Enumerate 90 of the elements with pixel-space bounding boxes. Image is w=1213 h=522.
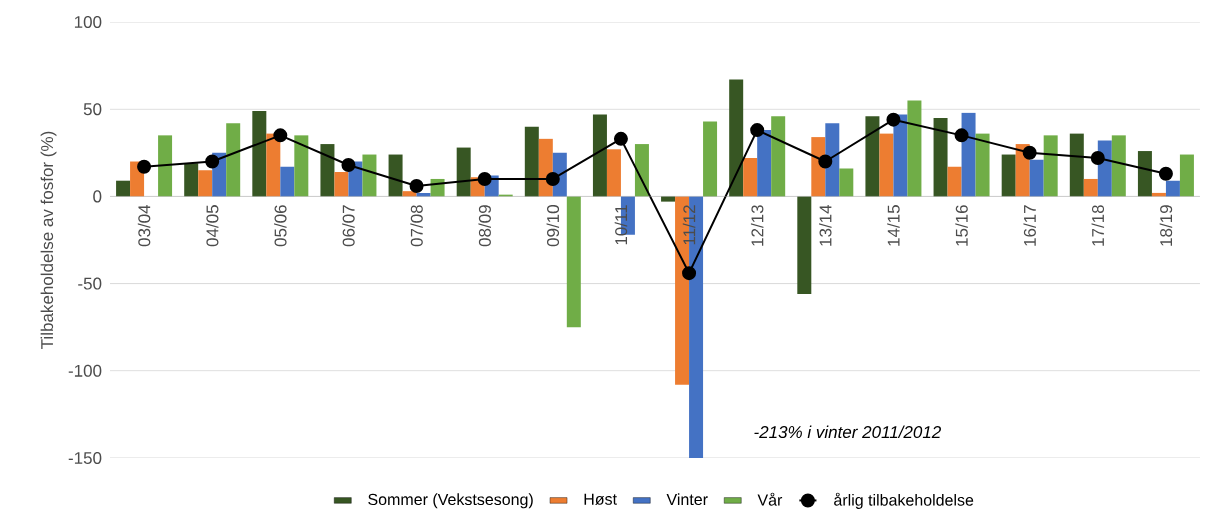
bar: [226, 123, 241, 197]
y-tick-label: 100: [74, 15, 102, 29]
bar: [1137, 151, 1152, 197]
bar: [1179, 154, 1194, 197]
point: [818, 154, 833, 169]
bar: [634, 144, 649, 197]
x-tick-label: 12/13: [750, 205, 764, 246]
bar: [1165, 180, 1180, 197]
bar: [1029, 159, 1044, 197]
point: [886, 112, 901, 127]
bar: [729, 79, 744, 197]
bar: [743, 158, 758, 197]
point: [409, 178, 424, 193]
bar: [334, 171, 349, 197]
point: [750, 123, 765, 138]
legend-label: årlig tilbakeholdelse: [834, 492, 974, 509]
bar: [961, 112, 976, 197]
point: [954, 128, 969, 143]
bar: [893, 114, 908, 197]
legend-label: Høst: [584, 493, 617, 505]
y-tick-label: -50: [78, 277, 102, 290]
point: [1158, 166, 1173, 181]
y-tick-label: -100: [68, 364, 102, 377]
bar: [388, 154, 403, 197]
x-tick-label: 10/11: [614, 205, 628, 245]
bar: [797, 196, 812, 295]
point: [545, 171, 560, 186]
bar: [606, 149, 621, 197]
x-tick-label: 05/06: [274, 205, 287, 247]
bar: [907, 100, 922, 197]
y-axis-title: Tilbakeholdelse av fosfor (%): [40, 131, 57, 349]
bar: [198, 170, 213, 197]
x-tick-label: 09/10: [546, 205, 560, 247]
x-tick-label: 08/09: [478, 205, 491, 247]
annotation: -213% i vinter 2011/2012: [754, 425, 941, 439]
point: [341, 158, 356, 172]
bar: [1043, 135, 1058, 197]
bar: [1069, 133, 1084, 197]
x-tick-label: 16/17: [1023, 205, 1036, 246]
point: [477, 171, 492, 186]
x-tick-label: 13/14: [819, 204, 832, 246]
point: [1090, 151, 1105, 166]
x-tick-label: 11/12: [682, 205, 696, 245]
bar: [158, 135, 173, 197]
x-tick-label: 04/05: [205, 205, 219, 247]
bar: [294, 135, 309, 197]
bar: [1001, 154, 1016, 197]
bar: [661, 196, 676, 202]
bar: [566, 196, 581, 328]
bar: [456, 147, 471, 197]
bar: [771, 116, 786, 197]
x-tick-label: 15/16: [955, 205, 968, 246]
point: [613, 131, 628, 146]
y-tick-label: 0: [93, 190, 102, 203]
bar: [839, 168, 854, 197]
point: [273, 128, 288, 143]
y-tick-label: -150: [68, 451, 102, 465]
bar: [280, 166, 295, 197]
bar: [1083, 178, 1098, 197]
x-tick-label: 17/18: [1091, 205, 1105, 246]
bar: [1111, 135, 1126, 197]
x-tick-label: 06/07: [342, 205, 355, 247]
point: [205, 154, 220, 169]
x-tick-label: 18/19: [1159, 205, 1173, 246]
bar: [933, 117, 948, 197]
bar: [320, 144, 335, 197]
bar: [252, 110, 267, 197]
bar: [184, 163, 199, 197]
bar: [266, 133, 281, 197]
x-tick-label: 07/08: [410, 205, 423, 247]
x-tick-label: 14/15: [887, 205, 900, 246]
bar: [592, 114, 607, 197]
x-tick-label: 03/04: [137, 204, 151, 247]
bar: [947, 166, 962, 197]
bar: [975, 133, 990, 197]
point: [1022, 145, 1037, 160]
bar: [703, 121, 718, 197]
bar: [825, 123, 840, 197]
legend-label: Vinter: [666, 493, 708, 506]
bar: [757, 130, 772, 197]
legend-label: Sommer (Vekstsesong): [368, 493, 533, 509]
bar: [879, 133, 894, 197]
y-tick-label: 50: [83, 103, 102, 116]
point: [682, 266, 697, 281]
bar: [865, 116, 880, 197]
legend-label: Vår: [757, 492, 783, 506]
bar: [116, 180, 131, 197]
bar: [524, 126, 539, 197]
point: [137, 159, 152, 174]
bar: [362, 154, 377, 197]
